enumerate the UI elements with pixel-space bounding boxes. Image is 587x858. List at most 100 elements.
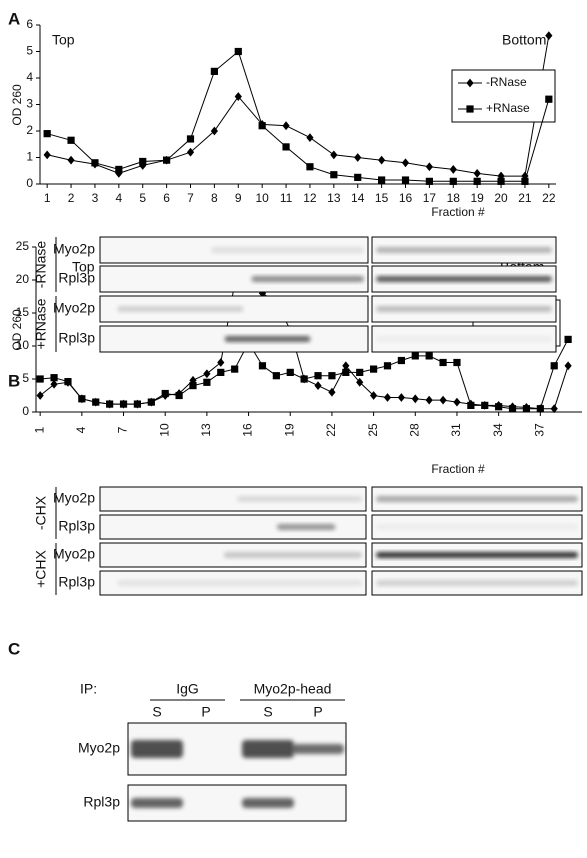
band (237, 496, 362, 502)
legend-box (451, 69, 556, 123)
series-line (47, 50, 550, 182)
x-tick-label: 20 (494, 191, 508, 205)
point (282, 121, 290, 131)
y-tick-label: 6 (26, 17, 33, 31)
point (370, 365, 378, 373)
x-tick-label: 22 (542, 191, 556, 205)
band (292, 744, 344, 754)
point (234, 47, 242, 56)
legend-label: +RNase (486, 101, 530, 115)
x-tick-label: 1 (32, 426, 46, 433)
condition-label: -CHX (33, 495, 49, 530)
row-label: Myo2p (78, 740, 120, 756)
y-tick-label: 25 (16, 239, 30, 253)
x-tick-label: 13 (327, 191, 341, 205)
point (550, 404, 558, 414)
x-tick-label: 16 (241, 423, 255, 437)
x-axis-label: Fraction # (431, 205, 485, 219)
ip-label: IP: (80, 681, 97, 697)
y-tick-label: 3 (26, 97, 33, 111)
point (401, 176, 410, 184)
lane-label: P (313, 704, 322, 720)
point (106, 400, 114, 408)
y-tick-label: 15 (16, 305, 30, 319)
x-tick-label: 19 (282, 423, 296, 437)
y-tick-label: 0 (26, 176, 33, 190)
x-tick-label: 7 (187, 191, 194, 205)
point (354, 153, 362, 162)
point (119, 400, 128, 408)
point (175, 391, 183, 400)
point (139, 157, 147, 166)
x-axis-label: Fraction # (431, 462, 485, 476)
row-label: Rpl3p (58, 518, 95, 534)
x-tick-label: 18 (447, 191, 461, 205)
band (224, 336, 311, 342)
x-tick-label: 34 (491, 423, 505, 437)
row-label: Myo2p (53, 546, 95, 562)
x-tick-label: 10 (255, 191, 269, 205)
y-tick-label: 0 (22, 404, 29, 418)
x-tick-label: 11 (280, 191, 293, 205)
x-tick-label: 22 (324, 423, 338, 437)
top-label: Top (72, 259, 95, 275)
legend-marker (466, 105, 474, 113)
point (43, 130, 51, 138)
panel-label: A (8, 9, 20, 28)
x-tick-label: 31 (449, 423, 463, 437)
point (473, 177, 481, 185)
point (425, 352, 433, 360)
band (376, 552, 578, 558)
y-tick-label: 20 (16, 272, 30, 286)
y-tick-label: 2 (26, 123, 33, 137)
point (328, 372, 336, 380)
point (342, 361, 350, 371)
row-label: Rpl3p (83, 794, 120, 810)
point (210, 67, 218, 75)
band (131, 740, 183, 758)
lane-label: S (263, 704, 272, 720)
point (258, 122, 266, 130)
y-tick-label: 4 (26, 70, 33, 84)
point (203, 369, 211, 379)
point (401, 158, 410, 168)
point (449, 177, 457, 185)
point (550, 362, 558, 370)
point (115, 165, 123, 174)
row-label: Rpl3p (58, 574, 95, 590)
x-tick-label: 4 (115, 191, 122, 205)
condition-label: +CHX (33, 549, 49, 587)
band (242, 740, 294, 758)
point (258, 362, 267, 370)
y-axis-label: OD 260 (10, 84, 24, 126)
band (376, 524, 578, 530)
x-tick-label: 19 (470, 191, 484, 205)
legend-label: -RNase (486, 75, 527, 89)
point (67, 136, 75, 144)
band (211, 247, 364, 253)
x-tick-label: 1 (44, 191, 51, 205)
x-tick-label: 21 (518, 191, 532, 205)
x-tick-label: 10 (157, 423, 171, 437)
x-tick-label: 5 (139, 191, 146, 205)
point (330, 150, 338, 160)
x-tick-label: 13 (199, 423, 213, 437)
point (521, 177, 529, 185)
point (91, 159, 99, 167)
x-tick-label: 16 (399, 191, 413, 205)
point (564, 335, 572, 343)
series-line (47, 35, 550, 177)
x-tick-label: 8 (211, 191, 218, 205)
y-tick-label: 1 (26, 150, 33, 164)
point (354, 173, 362, 181)
x-tick-label: 9 (235, 191, 242, 205)
point (425, 395, 433, 405)
point (508, 405, 517, 413)
point (397, 356, 405, 365)
x-tick-label: 2 (68, 191, 75, 205)
point (50, 374, 58, 382)
band (251, 276, 364, 282)
legend-marker (466, 78, 474, 88)
point (330, 171, 338, 179)
